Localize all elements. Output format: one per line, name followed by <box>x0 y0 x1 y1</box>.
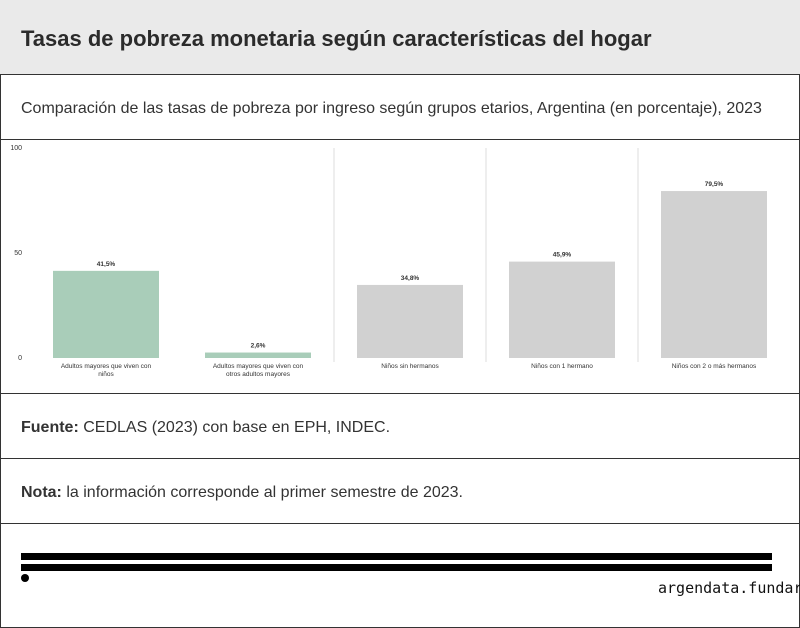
bar <box>509 261 615 358</box>
source-value: CEDLAS (2023) con base en EPH, INDEC. <box>78 419 391 436</box>
y-tick-label: 50 <box>14 250 22 257</box>
data-label: 2,6% <box>251 343 266 350</box>
subtitle-section: Comparación de las tasas de pobreza por … <box>0 75 800 140</box>
page-title: Tasas de pobreza monetaria según caracte… <box>21 26 652 51</box>
y-tick-label: 100 <box>10 145 22 152</box>
y-tick-label: 0 <box>18 355 22 362</box>
chart-subtitle: Comparación de las tasas de pobreza por … <box>21 100 762 117</box>
source-text: Fuente: CEDLAS (2023) con base en EPH, I… <box>21 419 390 437</box>
category-label: otros adultos mayores <box>226 371 291 378</box>
note-section: Nota: la información corresponde al prim… <box>0 459 800 524</box>
category-label: Adultos mayores que viven con <box>213 363 304 370</box>
category-label: Adultos mayores que viven con <box>61 363 152 370</box>
data-label: 34,8% <box>401 275 420 282</box>
bar <box>661 191 767 358</box>
logo-bar-top <box>21 553 772 560</box>
bar <box>205 352 311 358</box>
bar <box>53 270 159 358</box>
source-section: Fuente: CEDLAS (2023) con base en EPH, I… <box>0 394 800 459</box>
logo-dot <box>21 574 29 582</box>
category-label: niños <box>98 371 114 378</box>
note-value: la información corresponde al primer sem… <box>61 484 463 501</box>
data-label: 79,5% <box>705 181 724 188</box>
data-label: 45,9% <box>553 252 572 259</box>
category-label: Niños sin hermanos <box>381 363 439 370</box>
footer: argendata.fundar <box>0 524 800 628</box>
logo-bar-bottom <box>21 564 772 571</box>
bar <box>357 284 463 358</box>
note-text: Nota: la información corresponde al prim… <box>21 484 463 502</box>
note-label: Nota: <box>21 484 62 501</box>
header: Tasas de pobreza monetaria según caracte… <box>0 0 800 75</box>
source-label: Fuente: <box>21 419 79 436</box>
brand-logo: argendata.fundar <box>658 579 800 597</box>
data-label: 41,5% <box>97 261 116 268</box>
bar-chart: 0 50 100 41,5% Adultos mayores que viven con… <box>10 145 767 378</box>
category-label: Niños con 2 o más hermanos <box>672 363 757 370</box>
category-label: Niños con 1 hermano <box>531 363 593 370</box>
chart-area: 0 50 100 41,5% Adultos mayores que viven con… <box>0 140 800 394</box>
